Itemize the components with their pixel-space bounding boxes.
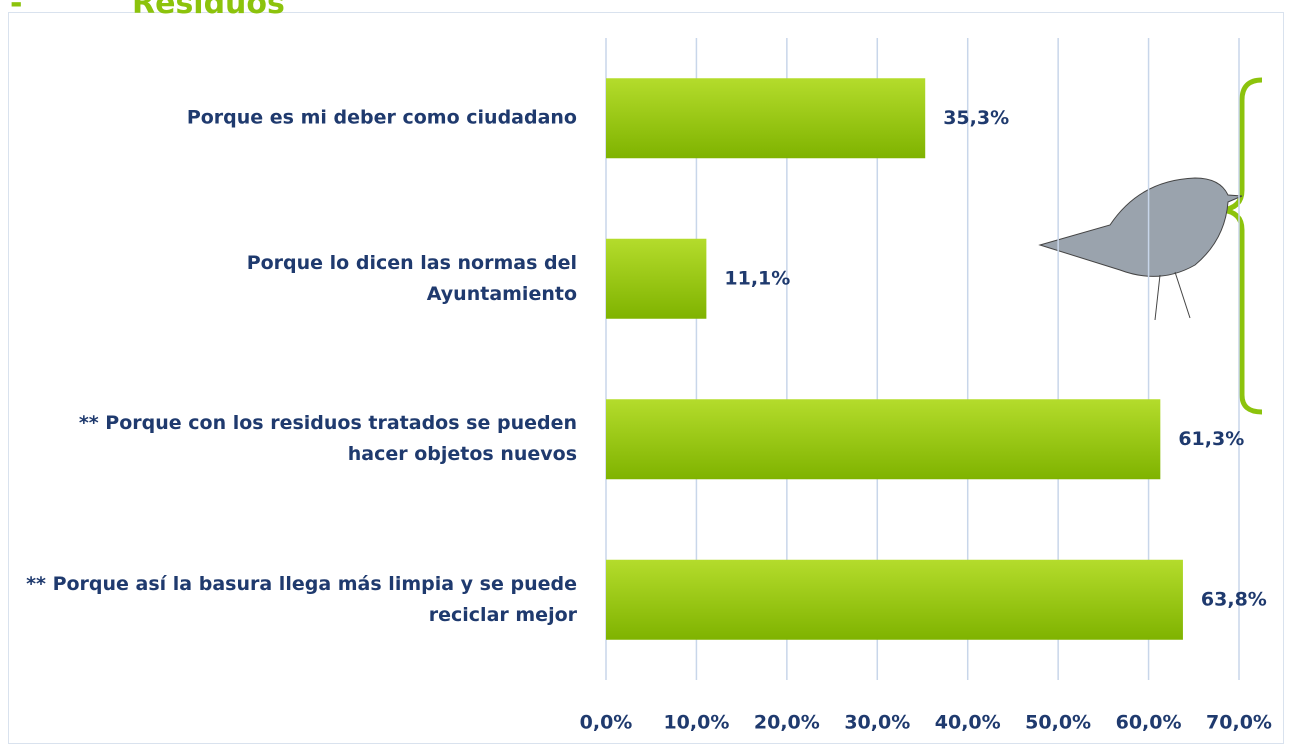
page: - Residuos 0,0%10,0%20,0%30,0%40,0%50,0%… <box>0 0 1293 751</box>
value-label: 35,3% <box>943 107 1009 129</box>
y-tick-label: Porque es mi deber como ciudadano <box>17 103 577 134</box>
bird <box>1040 178 1242 320</box>
value-label: 61,3% <box>1178 428 1244 450</box>
x-tick-label: 20,0% <box>754 712 820 734</box>
x-tick-label: 10,0% <box>663 712 729 734</box>
bar <box>606 560 1183 640</box>
y-tick-label: Porque lo dicen las normas del Ayuntamie… <box>167 248 577 310</box>
x-tick-label: 70,0% <box>1206 712 1272 734</box>
value-label: 63,8% <box>1201 588 1267 610</box>
bar <box>606 239 706 319</box>
bar <box>606 78 925 158</box>
x-tick-label: 50,0% <box>1025 712 1091 734</box>
bar <box>606 399 1160 479</box>
x-tick-label: 30,0% <box>844 712 910 734</box>
bracket <box>1222 80 1262 412</box>
x-tick-label: 60,0% <box>1116 712 1182 734</box>
y-tick-label: ** Porque así la basura llega más limpia… <box>17 569 577 631</box>
value-label: 11,1% <box>724 267 790 289</box>
x-tick-label: 40,0% <box>935 712 1001 734</box>
x-tick-label: 0,0% <box>580 712 633 734</box>
y-tick-label: ** Porque con los residuos tratados se p… <box>57 408 577 470</box>
